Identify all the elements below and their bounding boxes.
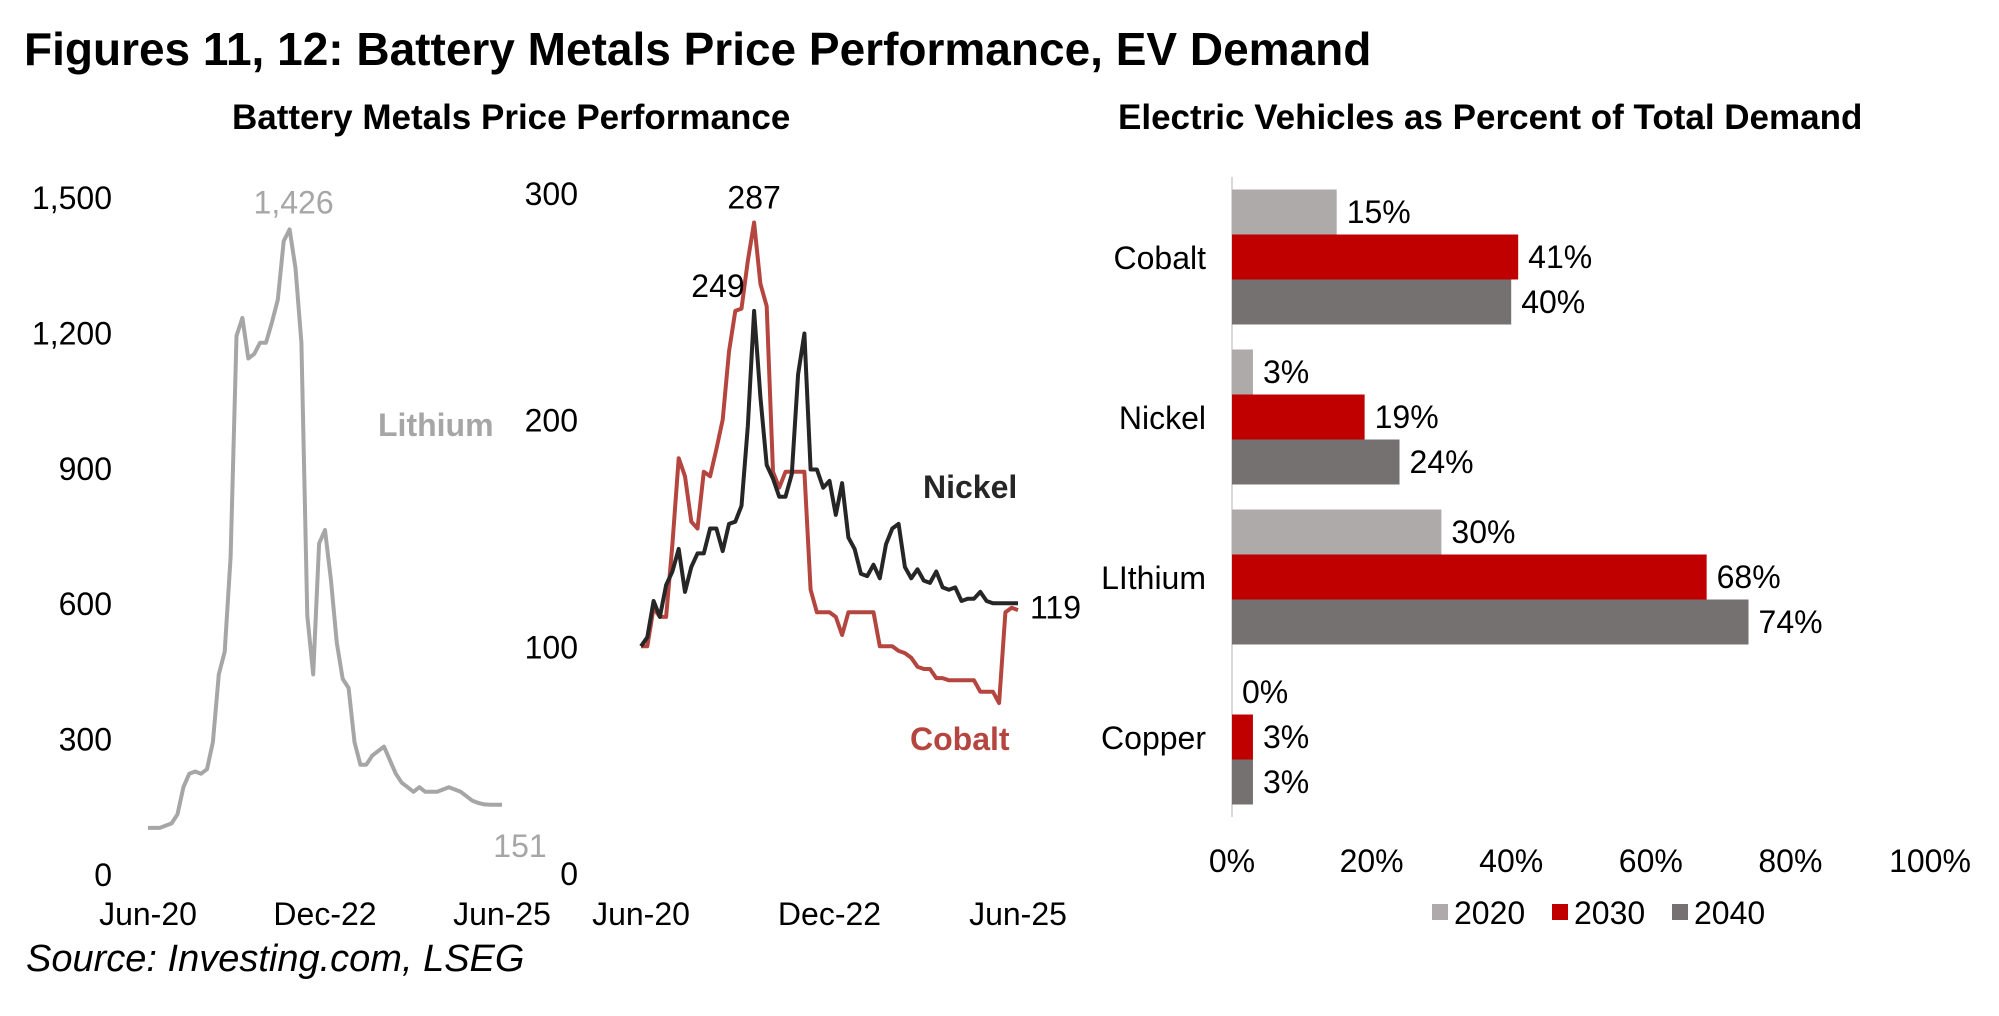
bar-value-label: 74% [1759, 604, 1823, 640]
bar-value-label: 30% [1451, 514, 1515, 550]
x-tick-label: Jun-25 [969, 896, 1067, 932]
page-title: Figures 11, 12: Battery Metals Price Per… [24, 23, 1372, 75]
bar-2040 [1232, 279, 1512, 325]
x-tick-label: 100% [1889, 843, 1971, 879]
x-tick-label: Dec-22 [273, 896, 376, 932]
y-tick-label: 100 [525, 629, 578, 665]
lithium-peak-label: 1,426 [254, 184, 334, 220]
nickel-series-label: Nickel [923, 469, 1017, 505]
x-tick-label: Jun-20 [99, 896, 197, 932]
legend-label-2020: 2020 [1454, 895, 1525, 931]
source-note: Source: Investing.com, LSEG [26, 938, 525, 980]
bar-2040 [1232, 599, 1749, 645]
bar-value-label: 40% [1521, 284, 1585, 320]
category-label: Nickel [1119, 400, 1206, 436]
bar-value-label: 3% [1263, 354, 1309, 390]
chart-title-price-performance: Battery Metals Price Performance [232, 98, 791, 137]
chart-title-ev-demand: Electric Vehicles as Percent of Total De… [1118, 98, 1863, 137]
cobalt-series-label: Cobalt [910, 721, 1010, 757]
lithium-line [148, 227, 502, 830]
y-tick-label: 0 [94, 857, 112, 893]
bar-2020 [1232, 349, 1253, 395]
x-tick-label: 0% [1209, 843, 1255, 879]
legend-swatch-2020 [1432, 904, 1448, 920]
y-tick-label: 200 [525, 403, 578, 439]
y-tick-label: 0 [560, 856, 578, 892]
bar-2040 [1232, 759, 1253, 805]
cobalt-peak-label: 287 [727, 179, 780, 215]
legend-label-2030: 2030 [1574, 895, 1645, 931]
bar-value-label: 0% [1242, 674, 1288, 710]
bar-value-label: 3% [1263, 764, 1309, 800]
lithium-series-label: Lithium [378, 407, 494, 443]
y-tick-label: 900 [59, 451, 112, 487]
bar-2040 [1232, 439, 1400, 485]
bar-value-label: 24% [1410, 444, 1474, 480]
x-tick-label: Jun-25 [453, 896, 551, 932]
bar-2030 [1232, 394, 1365, 440]
bar-value-label: 68% [1717, 559, 1781, 595]
category-label: Cobalt [1114, 240, 1207, 276]
y-tick-label: 300 [59, 722, 112, 758]
nickel-peak-label: 249 [691, 268, 744, 304]
cobalt-line [641, 220, 1019, 705]
legend-swatch-2040 [1672, 904, 1688, 920]
y-tick-label: 1,200 [32, 315, 112, 351]
legend-label-2040: 2040 [1694, 895, 1765, 931]
y-tick-label: 600 [59, 586, 112, 622]
legend-swatch-2030 [1552, 904, 1568, 920]
bar-value-label: 15% [1347, 194, 1411, 230]
x-tick-label: Dec-22 [778, 896, 881, 932]
y-tick-label: 1,500 [32, 180, 112, 216]
lithium-end-label: 151 [493, 828, 546, 864]
bar-value-label: 19% [1375, 399, 1439, 435]
nickel-line [639, 308, 1018, 648]
x-tick-label: 20% [1340, 843, 1404, 879]
x-tick-label: 60% [1619, 843, 1683, 879]
x-tick-label: 40% [1479, 843, 1543, 879]
nickel-end-label: 119 [1030, 589, 1081, 625]
bar-2020 [1232, 509, 1442, 555]
y-tick-label: 300 [525, 176, 578, 212]
bar-value-label: 3% [1263, 719, 1309, 755]
bar-2030 [1232, 714, 1253, 760]
bar-2030 [1232, 554, 1707, 600]
bar-2030 [1232, 234, 1519, 280]
category-label: Copper [1101, 720, 1206, 756]
bar-value-label: 41% [1528, 239, 1592, 275]
x-tick-label: Jun-20 [592, 896, 690, 932]
category-label: LIthium [1101, 560, 1206, 596]
bar-2020 [1232, 189, 1337, 235]
x-tick-label: 80% [1758, 843, 1822, 879]
